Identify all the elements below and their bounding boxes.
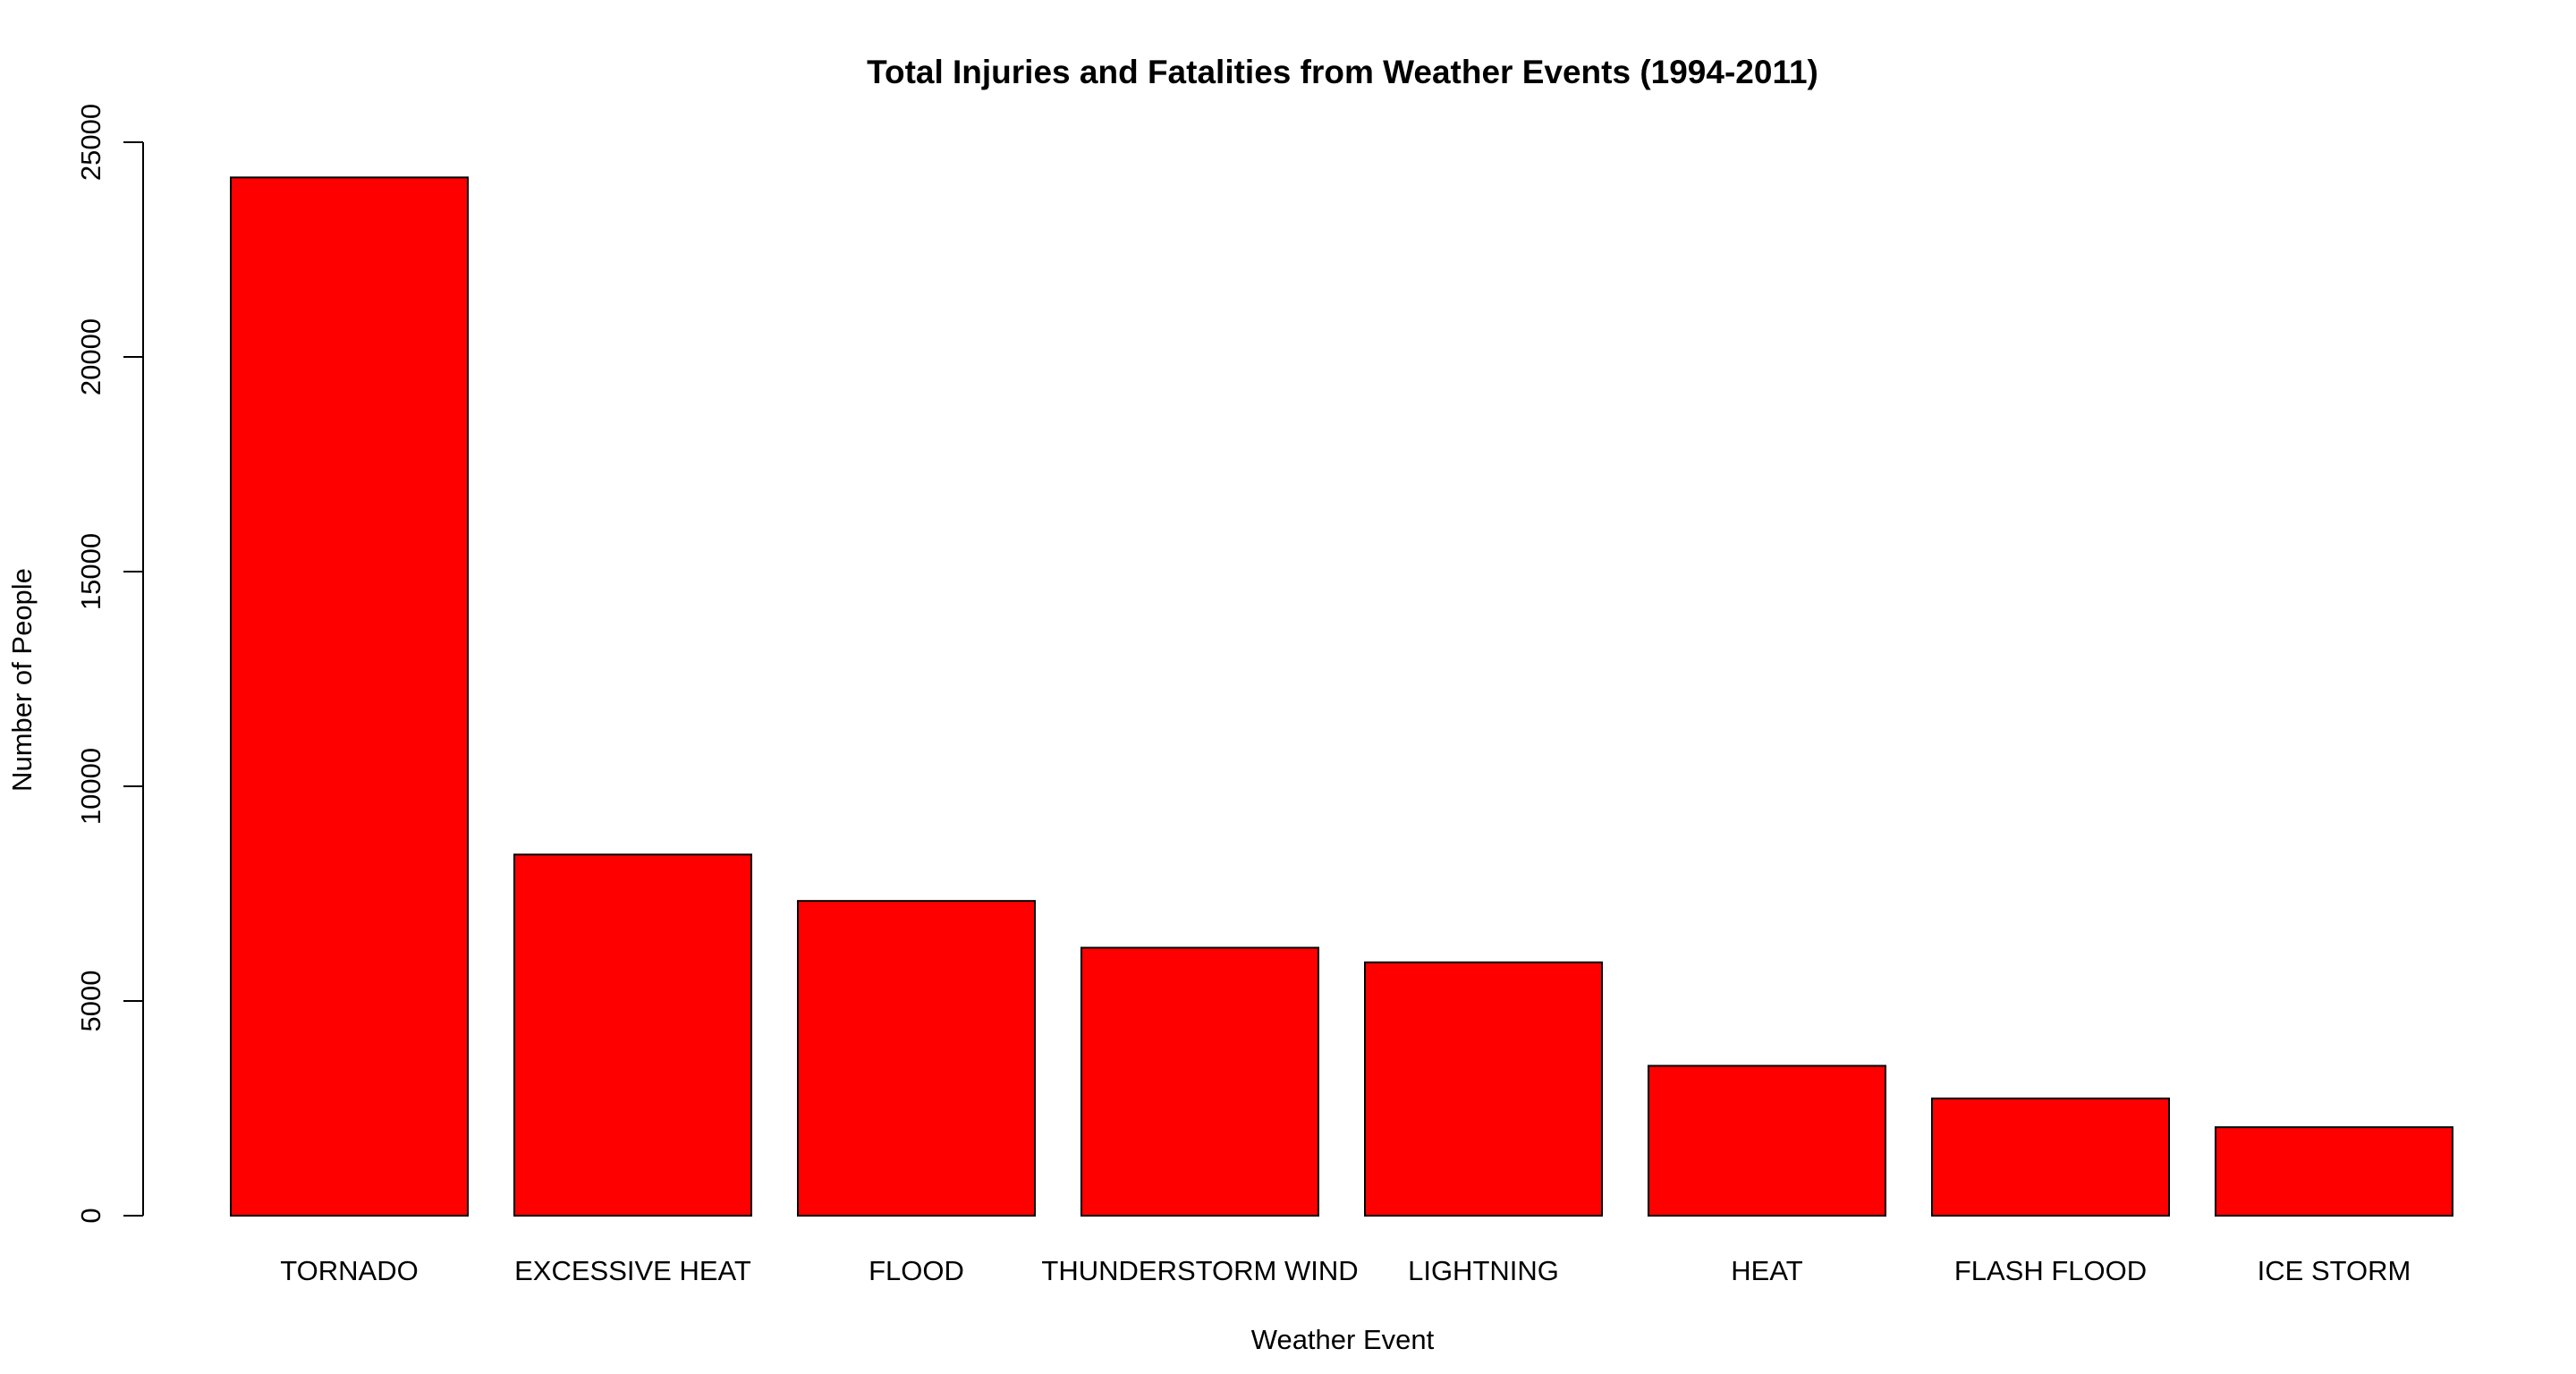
category-label: ICE STORM [2258,1255,2411,1286]
x-axis-title: Weather Event [1251,1324,1435,1355]
bar-flood [797,900,1036,1217]
bar-flash-flood [1931,1097,2170,1217]
category-label: THUNDERSTORM WIND [1041,1255,1358,1286]
x-axis-category-labels: TORNADO EXCESSIVE HEAT FLOOD THUNDERSTORM W… [280,1255,2411,1286]
bar-lightning [1364,961,1603,1217]
bar-excessive-heat [513,853,752,1217]
bar-ice-storm [2215,1126,2453,1217]
y-axis-title: Number of People [6,568,38,792]
y-tick-label: 15000 [75,533,106,610]
category-label: HEAT [1731,1255,1802,1286]
category-label: LIGHTNING [1408,1255,1559,1286]
y-tick-label: 25000 [75,104,106,181]
plot-area [230,176,2453,1217]
category-label: FLOOD [869,1255,964,1286]
y-axis: 0 5000 10000 15000 20000 25000 [75,104,144,1224]
bar-tornado [230,176,469,1217]
y-tick-label: 10000 [75,748,106,825]
category-label: FLASH FLOOD [1954,1255,2147,1286]
y-tick-label: 0 [75,1208,106,1223]
bar-thunderstorm-wind [1080,946,1319,1217]
category-label: EXCESSIVE HEAT [514,1255,751,1286]
chart-title: Total Injuries and Fatalities from Weath… [867,54,1818,90]
category-label: TORNADO [280,1255,418,1286]
y-tick-label: 20000 [75,318,106,395]
y-tick-label: 5000 [75,971,106,1032]
bar-heat [1648,1064,1886,1217]
